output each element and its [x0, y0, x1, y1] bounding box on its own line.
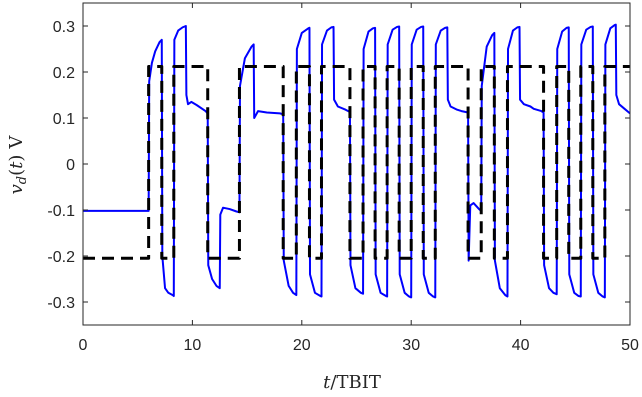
y-axis-label-unit: V: [6, 135, 27, 150]
y-axis-label: vd(t) V: [6, 135, 30, 195]
axes-layer: [82, 2, 631, 326]
x-tick-label: 20: [293, 337, 311, 354]
y-tick-label: -0.3: [47, 295, 75, 312]
y-axis-label-sub: d: [15, 176, 30, 184]
series-line-solid: [83, 23, 630, 299]
x-tick-label: 30: [402, 337, 420, 354]
x-tick-label: 40: [512, 337, 530, 354]
y-tick-label: 0.2: [53, 65, 75, 82]
tick-labels: 0 10 20 30 40 50 0.3 0.2 0.1 0 -0.1 -0.2 -0.3: [47, 19, 639, 354]
x-tick-label: 10: [184, 337, 202, 354]
y-tick-label: 0.1: [53, 111, 75, 128]
y-tick-label: -0.1: [47, 203, 75, 220]
x-axis-label-rest: /TBIT: [330, 372, 380, 393]
y-axis-label-arg: t: [6, 161, 27, 169]
x-axis-label-var: t: [323, 372, 331, 393]
x-axis-label: t/TBIT: [323, 372, 381, 393]
x-tick-label: 0: [79, 337, 88, 354]
y-tick-label: -0.2: [47, 249, 75, 266]
y-axis-label-var: v: [6, 184, 27, 194]
x-tick-label: 50: [621, 337, 639, 354]
series-layer: [83, 23, 630, 299]
y-axis-label-paren: (: [6, 169, 27, 176]
y-tick-label: 0: [66, 157, 75, 174]
y-axis-label-close: ): [6, 155, 27, 162]
series-line-dashed: [83, 64, 630, 260]
y-tick-label: 0.3: [53, 19, 75, 36]
